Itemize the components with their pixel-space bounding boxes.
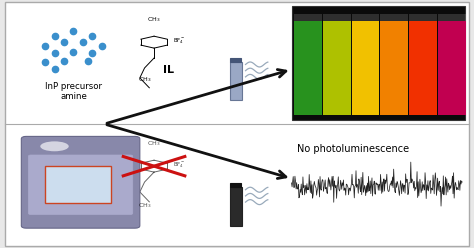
Bar	[409, 14, 437, 21]
Bar	[230, 58, 241, 62]
Bar	[352, 14, 379, 21]
Bar	[352, 21, 379, 115]
Text: $\mathsf{BF_4^-}$: $\mathsf{BF_4^-}$	[173, 160, 185, 170]
Bar	[323, 21, 351, 115]
Text: $\mathbf{IL}$: $\mathbf{IL}$	[162, 63, 175, 75]
Ellipse shape	[40, 141, 69, 151]
Text: $\mathsf{CH_3}$: $\mathsf{CH_3}$	[147, 139, 161, 148]
FancyBboxPatch shape	[28, 155, 133, 215]
Text: No photoluminescence: No photoluminescence	[297, 144, 409, 154]
Bar	[45, 166, 111, 203]
Text: InP precursor
amine: InP precursor amine	[45, 82, 102, 101]
Bar	[438, 14, 466, 21]
FancyBboxPatch shape	[21, 136, 140, 228]
Bar	[409, 21, 437, 115]
Bar	[230, 62, 242, 100]
Bar	[380, 14, 408, 21]
Text: $\mathsf{BF_4^-}$: $\mathsf{BF_4^-}$	[173, 36, 185, 46]
Bar	[294, 14, 322, 21]
Bar	[323, 14, 351, 21]
Bar	[294, 21, 322, 115]
Bar	[380, 21, 408, 115]
Bar	[438, 21, 466, 115]
Bar	[230, 187, 242, 226]
Bar	[292, 6, 465, 120]
Text: $\mathsf{CH_3}$: $\mathsf{CH_3}$	[138, 75, 151, 84]
Bar	[230, 183, 241, 187]
Text: $\mathsf{CH_3}$: $\mathsf{CH_3}$	[138, 201, 151, 210]
Text: $\mathsf{CH_3}$: $\mathsf{CH_3}$	[147, 15, 161, 24]
